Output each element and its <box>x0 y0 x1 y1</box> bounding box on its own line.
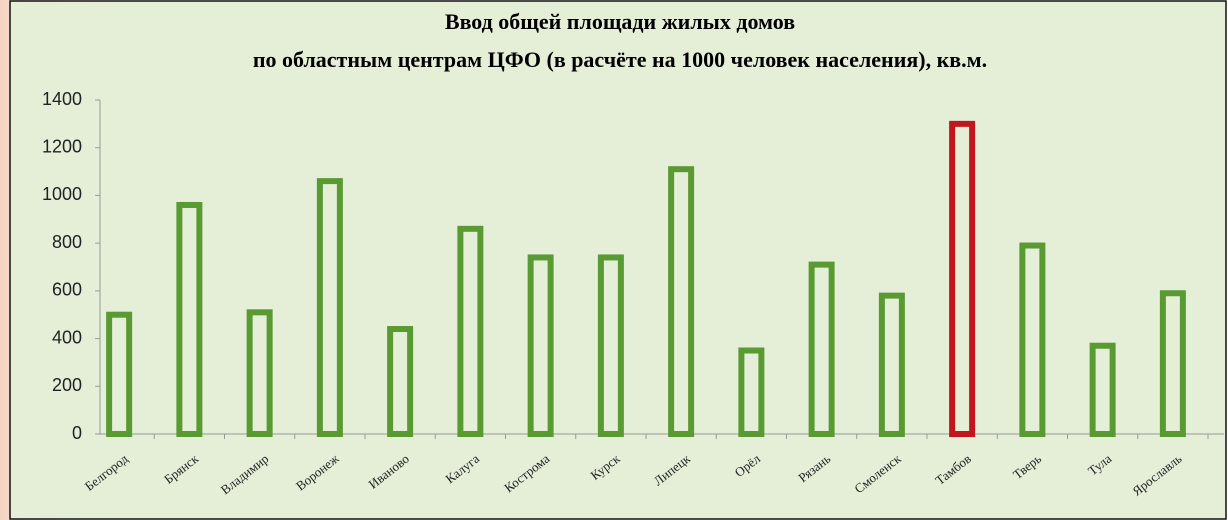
bar <box>597 254 624 438</box>
bar <box>878 292 905 437</box>
y-tick-label: 200 <box>52 375 82 395</box>
chart-title: Ввод общей площади жилых домов <box>445 9 795 34</box>
y-tick-label: 1200 <box>42 136 82 156</box>
bar <box>1089 342 1116 438</box>
bar <box>316 178 343 437</box>
bar <box>949 120 976 437</box>
bar <box>106 311 133 438</box>
bar <box>176 201 203 437</box>
y-tick-label: 600 <box>52 280 82 300</box>
bar <box>387 326 414 437</box>
bar <box>1019 242 1046 437</box>
y-tick-label: 1400 <box>42 89 82 109</box>
y-tick-label: 1000 <box>42 184 82 204</box>
bar <box>738 347 765 437</box>
y-tick-label: 400 <box>52 327 82 347</box>
bar <box>1159 290 1186 437</box>
bar <box>668 166 695 438</box>
y-tick-label: 0 <box>72 423 82 443</box>
bar <box>457 225 484 437</box>
chart-title: по областным центрам ЦФО (в расчёте на 1… <box>253 47 987 72</box>
bar <box>246 309 273 438</box>
y-tick-label: 800 <box>52 232 82 252</box>
bar <box>808 261 835 437</box>
bar <box>527 254 554 438</box>
